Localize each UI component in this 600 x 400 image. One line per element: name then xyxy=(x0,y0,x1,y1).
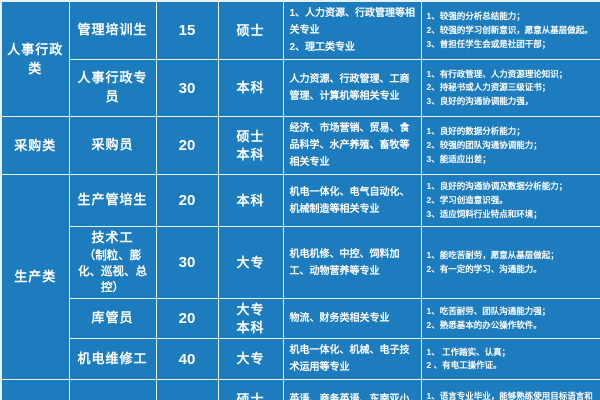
requirements-cell: 1、较强的分析总结能力； 2、较强的学习创新意识，愿意从基层做起。 3、曾担任学… xyxy=(420,0,600,60)
count-cell: 20 xyxy=(155,298,219,340)
requirement-item: 2、熟悉基本的办公操作软件。 xyxy=(426,319,542,330)
position-cell: 生产管培生 xyxy=(68,174,157,227)
category-cell: 采购类 xyxy=(0,116,70,175)
education-line: 本科 xyxy=(236,319,265,335)
requirements-cell: 1、语言专业毕业，能够熟练使用目标语言和源语言，口语优秀； 2、愿意接受东南亚外… xyxy=(420,379,600,400)
requirement-item: 1、良好的数据分析能力； xyxy=(426,126,525,137)
major-line: 机电机修、中控、饲料加工、动物营养等专业 xyxy=(289,248,400,277)
education-line: 本科 xyxy=(236,80,265,96)
major-line: 机电一体化、电气自动化、机械制造等相关专业 xyxy=(289,186,410,215)
requirement-item: 1、 工作踏实、认真； xyxy=(426,346,511,357)
requirement-item: 1、语言专业毕业，能够熟练使用目标语言和源语言，口语优秀； xyxy=(426,390,593,400)
education-cell: 本科 xyxy=(217,59,284,117)
table-row: 采购类 采购员 20 硕士 本科 经济、市场营销、贸易、食品科学、水产养殖、畜牧… xyxy=(0,116,600,175)
requirement-item: 2、有一定的学习、沟通能力。 xyxy=(426,263,542,274)
position-cell: 英语翻译 xyxy=(68,379,157,400)
requirement-item: 3、适应饲料行业特点和环境； xyxy=(426,208,542,219)
requirement-item: 2、持秘书或人力资源三级证书； xyxy=(426,82,551,93)
position-cell: 管理培训生 xyxy=(68,0,157,60)
table-row: 生产类 生产管培生 20 本科 机电一体化、电气自动化、机械制造等相关专业 1、… xyxy=(0,173,600,381)
education-line: 大专 xyxy=(236,254,265,270)
education-line: 大专 xyxy=(236,351,265,367)
position-cell: 人事行政专员 xyxy=(68,59,157,117)
education-line: 本科 xyxy=(236,146,265,162)
requirements-cell: 1、吃苦耐劳、团队沟通能力强； 2、熟悉基本的办公操作软件。 xyxy=(420,298,600,340)
education-line: 硕士 xyxy=(236,391,265,400)
major-cell: 机电一体化、电气自动化、机械制造等相关专业 xyxy=(282,174,422,227)
table-row: 技术工 （制粒、膨化、巡视、总控） 30 大专 机电机修、中控、饲料加工、动物营… xyxy=(1,225,600,300)
major-cell: 物流、财务类相关专业 xyxy=(282,298,422,340)
major-cell: 经济、市场营销、贸易、食品科学、水产养殖、畜牧等相关专业 xyxy=(282,116,422,175)
position-line: （制粒、膨化、巡视、总控） xyxy=(78,249,147,295)
education-line: 本科 xyxy=(236,192,265,208)
requirement-item: 1、吃苦耐劳、团队沟通能力强； xyxy=(426,306,551,317)
requirement-item: 3、能适应出差； xyxy=(426,153,491,164)
education-cell: 硕士 本科 xyxy=(217,116,284,175)
requirement-item: 2 、有电工操作证。 xyxy=(426,360,502,371)
requirements-cell: 1、良好的沟通协调及数据分析能力； 2、学习创造意识强。 3、适应饲料行业特点和… xyxy=(420,174,600,227)
count-cell: 20 xyxy=(155,116,219,175)
major-cell: 1、人力资源、行政管理等相关专业 2、理工类专业 xyxy=(282,0,422,60)
education-cell: 硕士 xyxy=(217,0,284,60)
requirement-item: 1、能吃苦耐劳，愿意从基层做起； xyxy=(426,250,559,261)
requirements-cell: 1、 工作踏实、认真； 2 、有电工操作证。 xyxy=(420,338,600,381)
education-cell: 大专 本科 xyxy=(217,298,284,340)
count-cell: 10 xyxy=(155,379,219,400)
major-line: 2、理工类专业 xyxy=(289,42,356,53)
requirement-item: 3、良好的沟通协调能力强， xyxy=(426,96,534,107)
requirements-cell: 1、良好的数据分析能力； 2、较强的团队沟通协调能力； 3、能适应出差； xyxy=(420,116,600,175)
table-row: 机电维修工 40 大专 机电一体化、机械、电子技术运用等专业 1、 工作踏实、认… xyxy=(1,338,600,381)
table-row: 人事行政类 管理培训生 15 硕士 1、人力资源、行政管理等相关专业 2、理工类… xyxy=(0,0,600,117)
requirement-item: 1、有行政管理、人力资源理论知识； xyxy=(426,68,568,79)
requirement-item: 2、学习创造意识强。 xyxy=(426,194,508,205)
education-line: 大专 xyxy=(236,302,265,318)
requirement-item: 2、较强的团队沟通协调能力； xyxy=(426,139,542,150)
major-cell: 机电一体化、机械、电子技术运用等专业 xyxy=(282,338,422,381)
major-line: 机电一体化、机械、电子技术运用等专业 xyxy=(289,345,410,374)
requirements-cell: 1、能吃苦耐劳，愿意从基层做起； 2、有一定的学习、沟通能力。 xyxy=(420,225,600,300)
requirement-item: 1、良好的沟通协调及数据分析能力； xyxy=(426,181,568,192)
count-cell: 20 xyxy=(155,174,219,227)
category-cell: 翻译类 xyxy=(0,379,70,400)
requirements-cell: 1、有行政管理、人力资源理论知识； 2、持秘书或人力资源三级证书； 3、良好的沟… xyxy=(420,59,600,117)
category-cell: 人事行政类 xyxy=(0,0,70,117)
count-cell: 30 xyxy=(155,59,219,117)
major-cell: 机电机修、中控、饲料加工、动物营养等专业 xyxy=(282,225,422,300)
major-line: 英语、商务英语、东南亚小语种等专业。 xyxy=(289,394,410,400)
major-line: 经济、市场营销、贸易、食品科学、水产养殖、畜牧等相关专业 xyxy=(289,123,410,168)
count-cell: 15 xyxy=(155,0,219,60)
category-cell: 生产类 xyxy=(0,173,70,381)
education-cell: 硕士 本科 xyxy=(217,379,284,400)
major-cell: 英语、商务英语、东南亚小语种等专业。 xyxy=(282,379,422,400)
table-row: 人事行政专员 30 本科 人力资源、行政管理、工商管理、计算机等相关专业 1、有… xyxy=(1,59,600,117)
major-line: 人力资源、行政管理、工商管理、计算机等相关专业 xyxy=(289,74,410,102)
table-row: 翻译类 英语翻译 10 硕士 本科 英语、商务英语、东南亚小语种等专业。 1、语… xyxy=(0,379,600,400)
education-cell: 大专 xyxy=(217,225,284,300)
position-cell: 采购员 xyxy=(68,116,157,175)
major-cell: 人力资源、行政管理、工商管理、计算机等相关专业 xyxy=(282,59,422,117)
table-row: 库管员 20 大专 本科 物流、财务类相关专业 1、吃苦耐劳、团队沟通能力强； … xyxy=(1,298,600,340)
requirement-item: 3、曾担任学生会或是社团干部； xyxy=(426,38,551,49)
position-cell: 库管员 xyxy=(68,298,157,340)
major-line: 1、人力资源、行政管理等相关专业 xyxy=(289,8,416,36)
count-cell: 30 xyxy=(155,225,219,300)
position-line: 技术工 xyxy=(91,230,134,245)
position-cell: 技术工 （制粒、膨化、巡视、总控） xyxy=(68,225,157,300)
requirement-item: 1、较强的分析总结能力； xyxy=(426,11,525,22)
position-cell: 机电维修工 xyxy=(68,338,157,381)
education-line: 硕士 xyxy=(236,22,265,38)
education-cell: 大专 xyxy=(217,338,284,381)
requirement-item: 2、较强的学习创新意识，愿意从基层做起。 xyxy=(426,24,593,35)
count-cell: 40 xyxy=(155,338,219,381)
education-line: 硕士 xyxy=(236,128,265,144)
education-cell: 本科 xyxy=(217,174,284,227)
major-line: 物流、财务类相关专业 xyxy=(289,313,390,325)
